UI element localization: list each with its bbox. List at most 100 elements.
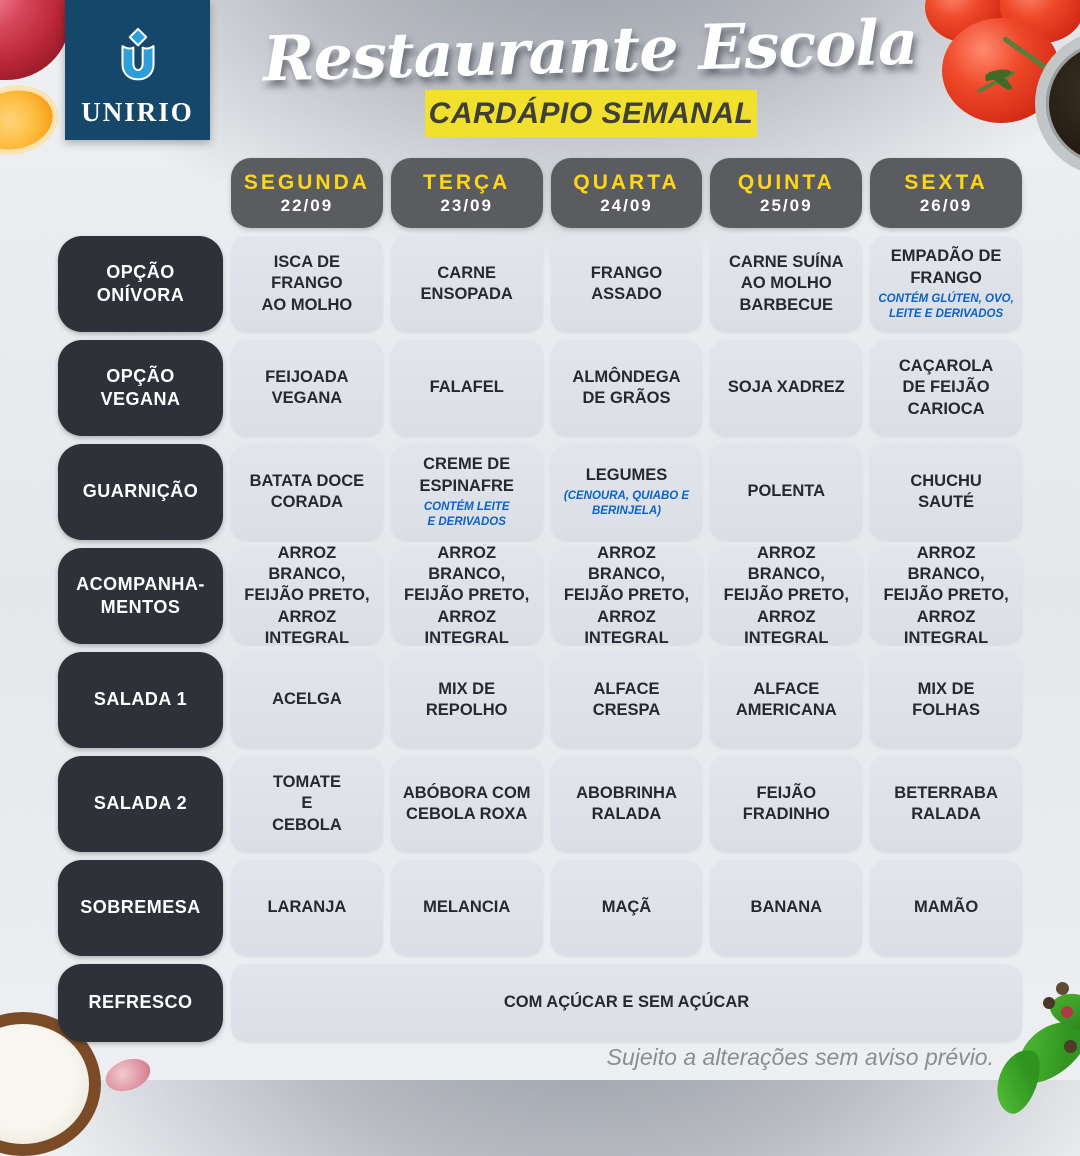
menu-cell: FEIJOADA VEGANA — [231, 340, 383, 436]
cell-text: FEIJÃO FRADINHO — [742, 783, 830, 823]
day-header-segunda: SEGUNDA 22/09 — [231, 158, 383, 228]
menu-cell: MIX DE REPOLHO — [390, 652, 543, 748]
day-header-quinta: QUINTA 25/09 — [710, 158, 863, 228]
apple-photo — [0, 0, 70, 80]
cell-text: ARROZ BRANCO, FEIJÃO PRETO, ARROZ INTEGR… — [563, 544, 690, 647]
cell-text: CARNE ENSOPADA — [420, 263, 513, 303]
menu-cell: ARROZ BRANCO, FEIJÃO PRETO, ARROZ INTEGR… — [550, 544, 703, 647]
cell-text: ALFACE CRESPA — [592, 679, 661, 719]
logo-text: UNIRIO — [81, 97, 194, 127]
cell-text: LEGUMES — [585, 466, 668, 484]
menu-cell: ALFACE CRESPA — [550, 652, 703, 748]
cell-text: ACELGA — [272, 690, 342, 709]
menu-cell: FRANGO ASSADO — [550, 236, 703, 332]
cell-text: BANANA — [750, 898, 823, 917]
row-label-sobremesa: SOBREMESA — [58, 860, 223, 956]
menu-cell: FALAFEL — [390, 340, 543, 436]
cell-text: FALAFEL — [429, 378, 504, 397]
page-subtitle: CARDÁPIO SEMANAL — [425, 90, 757, 137]
cell-text: CHUCHU SAUTÉ — [910, 471, 982, 511]
peppercorn-photo — [1061, 1006, 1073, 1018]
cell-note: (CENOURA, QUIABO E BERINJELA) — [563, 490, 690, 518]
cell-note: CONTÉM LEITE E DERIVADOS — [423, 500, 510, 528]
menu-cell: CHUCHU SAUTÉ — [870, 444, 1022, 540]
cell-text: TOMATE E CEBOLA — [272, 773, 342, 834]
menu-cell: ARROZ BRANCO, FEIJÃO PRETO, ARROZ INTEGR… — [870, 544, 1022, 647]
row-label-salada-1: SALADA 1 — [58, 652, 223, 748]
onion-photo — [101, 1053, 155, 1097]
unirio-emblem-icon — [120, 27, 155, 81]
day-name: TERÇA — [423, 170, 511, 194]
unirio-logo: UNIRIO — [65, 0, 210, 140]
cell-text: SOJA XADREZ — [727, 378, 845, 397]
cell-text: MAMÃO — [914, 898, 979, 917]
day-name: SEGUNDA — [243, 170, 370, 194]
menu-cell: EMPADÃO DE FRANGO CONTÉM GLÚTEN, OVO, LEI… — [870, 236, 1022, 332]
row-label-guarnicao: GUARNIÇÃO — [58, 444, 223, 540]
page-title: Restaurante Escola — [261, 5, 919, 96]
row-label-opcao-vegana: OPÇÃO VEGANA — [58, 340, 223, 436]
day-date: 26/09 — [919, 195, 973, 215]
cell-text: COM AÇÚCAR E SEM AÇÚCAR — [503, 993, 750, 1012]
menu-cell: MAÇÃ — [550, 860, 703, 956]
cell-text: MELANCIA — [423, 898, 511, 917]
day-name: QUARTA — [573, 170, 680, 194]
menu-cell: MIX DE FOLHAS — [870, 652, 1022, 748]
day-date: 23/09 — [440, 195, 493, 215]
menu-cell: POLENTA — [710, 444, 863, 540]
row-label-opcao-onivora: OPÇÃO ONÍVORA — [58, 236, 223, 332]
day-date: 24/09 — [600, 195, 653, 215]
day-header-sexta: SEXTA 26/09 — [870, 158, 1022, 228]
menu-cell: CAÇAROLA DE FEIJÃO CARIOCA — [870, 340, 1022, 436]
menu-cell: LARANJA — [231, 860, 383, 956]
peppercorn-photo — [1056, 982, 1069, 995]
menu-cell: MAMÃO — [870, 860, 1022, 956]
cell-text: CREME DE ESPINAFRE — [419, 455, 514, 495]
cell-text: MIX DE REPOLHO — [425, 679, 508, 719]
cell-text: ALMÔNDEGA DE GRÃOS — [572, 367, 681, 407]
cell-text: ARROZ BRANCO, FEIJÃO PRETO, ARROZ INTEGR… — [883, 544, 1009, 647]
menu-cell: LEGUMES (CENOURA, QUIABO E BERINJELA) — [550, 444, 703, 540]
cell-text: FEIJOADA VEGANA — [265, 367, 349, 407]
cell-text: ISCA DE FRANGO AO MOLHO — [261, 253, 353, 314]
row-label-refresco: REFRESCO — [58, 964, 223, 1042]
menu-cell: TOMATE E CEBOLA — [231, 756, 383, 852]
cell-text: ARROZ BRANCO, FEIJÃO PRETO, ARROZ INTEGR… — [244, 544, 370, 647]
cell-text: ABOBRINHA RALADA — [576, 783, 677, 823]
cell-text: EMPADÃO DE FRANGO — [890, 247, 1002, 287]
menu-cell: CREME DE ESPINAFRE CONTÉM LEITE E DERIVAD… — [390, 444, 543, 540]
menu-cell: ARROZ BRANCO, FEIJÃO PRETO, ARROZ INTEGR… — [710, 544, 863, 647]
day-name: SEXTA — [904, 170, 988, 194]
cell-text: FRANGO ASSADO — [590, 263, 663, 303]
cell-text: ARROZ BRANCO, FEIJÃO PRETO, ARROZ INTEGR… — [723, 544, 849, 647]
cell-text: MAÇÃ — [601, 898, 652, 917]
corner-spacer — [58, 158, 223, 228]
menu-cell: CARNE ENSOPADA — [390, 236, 543, 332]
menu-cell: CARNE SUÍNA AO MOLHO BARBECUE — [710, 236, 863, 332]
menu-cell: SOJA XADREZ — [710, 340, 863, 436]
orange-slice-photo — [0, 77, 65, 163]
peppercorn-photo — [1064, 1040, 1077, 1053]
menu-cell: BANANA — [710, 860, 863, 956]
menu-cell-refresco: COM AÇÚCAR E SEM AÇÚCAR — [231, 964, 1022, 1042]
menu-cell: ARROZ BRANCO, FEIJÃO PRETO, ARROZ INTEGR… — [231, 544, 383, 647]
weekly-menu-table: SEGUNDA 22/09 TERÇA 23/09 QUARTA 24/09 Q… — [58, 158, 1022, 1042]
day-header-terca: TERÇA 23/09 — [390, 158, 543, 228]
cell-text: CARNE SUÍNA AO MOLHO BARBECUE — [728, 253, 844, 314]
menu-cell: MELANCIA — [390, 860, 543, 956]
cell-text: MIX DE FOLHAS — [912, 679, 981, 719]
menu-cell: ABÓBORA COM CEBOLA ROXA — [390, 756, 543, 852]
day-header-quarta: QUARTA 24/09 — [550, 158, 703, 228]
menu-cell: ALFACE AMERICANA — [710, 652, 863, 748]
menu-cell: ALMÔNDEGA DE GRÃOS — [550, 340, 703, 436]
cell-text: LARANJA — [267, 898, 347, 917]
row-label-acompanhamentos: ACOMPANHA- MENTOS — [58, 548, 223, 644]
disclaimer-note: Sujeito a alterações sem aviso prévio. — [606, 1044, 994, 1070]
day-date: 25/09 — [760, 195, 813, 215]
cell-text: POLENTA — [747, 482, 826, 501]
menu-cell: BATATA DOCE CORADA — [231, 444, 383, 540]
cell-note: CONTÉM GLÚTEN, OVO, LEITE E DERIVADOS — [878, 292, 1014, 320]
menu-cell: ABOBRINHA RALADA — [550, 756, 703, 852]
cell-text: ABÓBORA COM CEBOLA ROXA — [402, 783, 531, 823]
menu-cell: BETERRABA RALADA — [870, 756, 1022, 852]
